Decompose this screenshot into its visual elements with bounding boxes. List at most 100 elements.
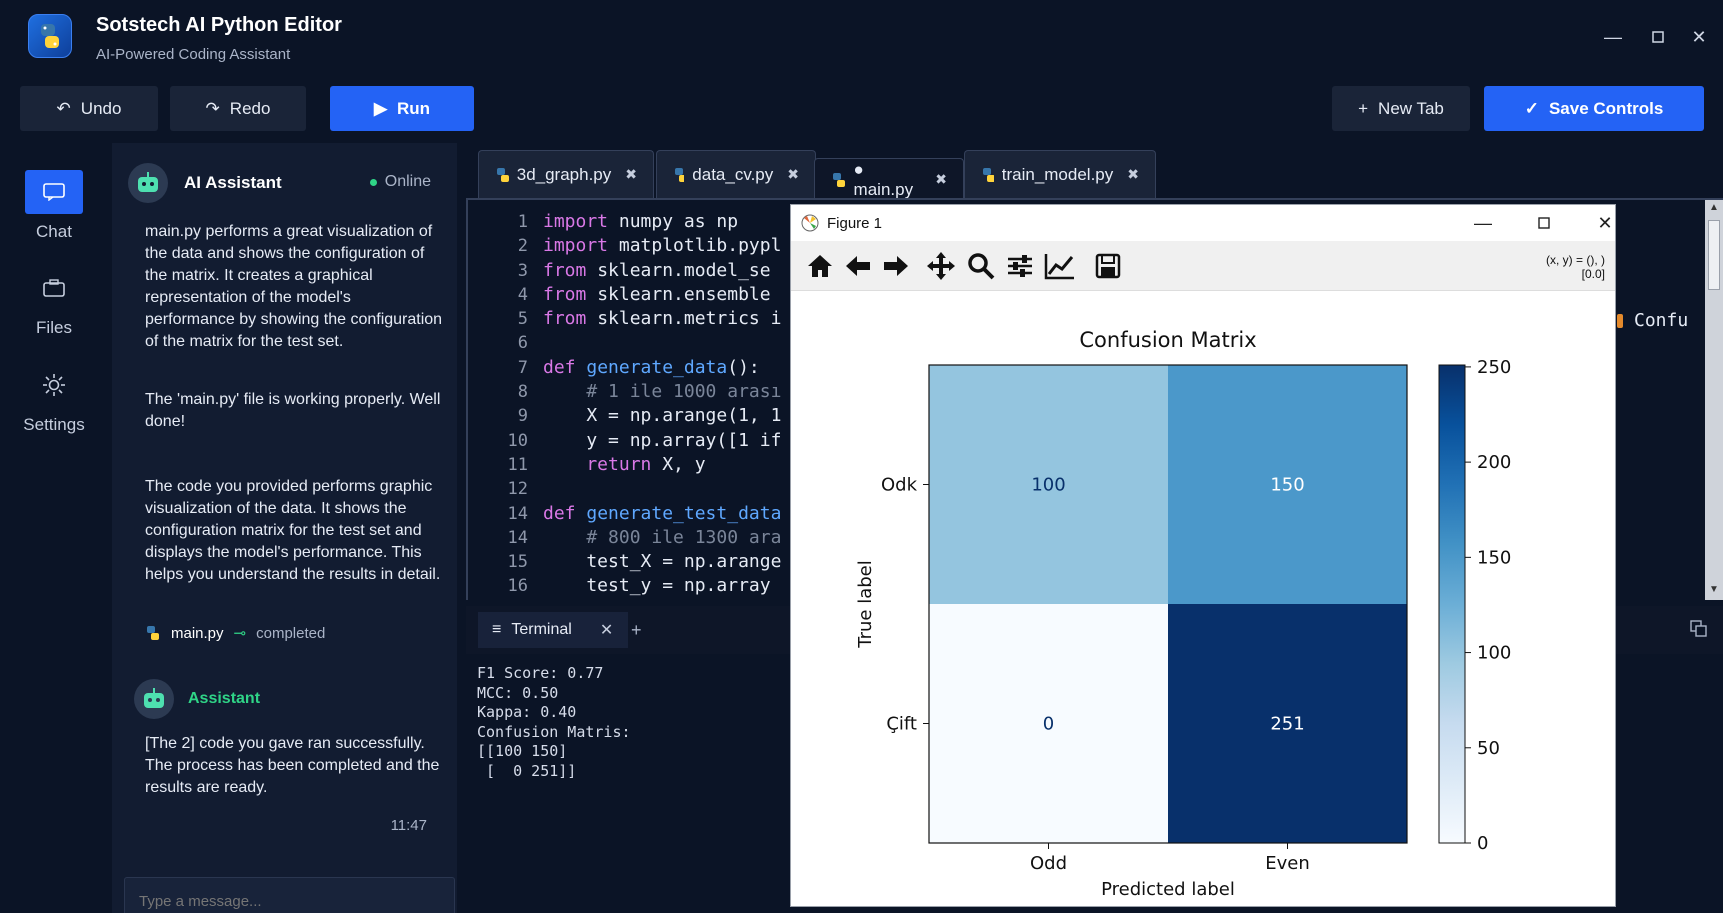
close-tab-icon[interactable]: ✖: [625, 166, 637, 182]
edit-axes-icon[interactable]: [1043, 249, 1077, 283]
cell-value-label: 100: [1031, 475, 1065, 496]
close-terminal-icon[interactable]: ✕: [599, 622, 614, 639]
robot-icon: [134, 679, 174, 719]
code-token: sklearn.ensemble: [586, 283, 771, 305]
briefcase-icon: [25, 266, 83, 310]
code-line: test_X = np.arange: [543, 550, 781, 574]
close-icon[interactable]: ✕: [1597, 212, 1613, 233]
heatmap-cell: [929, 604, 1168, 843]
minimize-icon[interactable]: —: [1604, 26, 1622, 47]
file-status-row[interactable]: main.py ⊸ completed: [145, 624, 325, 642]
save-controls-button[interactable]: ✓ Save Controls: [1484, 86, 1704, 131]
y-axis-label: True label: [855, 560, 876, 649]
home-icon[interactable]: [803, 249, 837, 283]
y-tick-label: Odk: [881, 475, 918, 496]
scroll-thumb[interactable]: [1708, 220, 1720, 290]
code-token: X, y: [651, 453, 706, 475]
forward-arrow-icon[interactable]: [879, 249, 913, 283]
message-text: main.py performs a great visualization o…: [145, 223, 443, 350]
robot-icon: [128, 163, 168, 203]
new-tab-button[interactable]: + New Tab: [1332, 86, 1470, 131]
redo-button[interactable]: ↷ Redo: [170, 86, 306, 131]
rail-item-settings[interactable]: Settings: [0, 363, 108, 443]
code-line: import matplotlib.pypl: [543, 234, 781, 258]
add-terminal-icon[interactable]: +: [631, 620, 642, 640]
scroll-up-icon[interactable]: ▲: [1709, 202, 1719, 213]
scroll-down-icon[interactable]: ▼: [1709, 584, 1719, 595]
message-input[interactable]: [124, 877, 455, 913]
plot-frame: [928, 364, 1408, 844]
code-token: def: [543, 356, 576, 378]
colorbar-tick-label: 250: [1477, 357, 1511, 378]
code-token: generate_test_data: [575, 502, 782, 524]
close-tab-icon[interactable]: ✖: [1127, 166, 1139, 182]
y-tick-label: Çift: [886, 714, 917, 735]
configure-subplots-icon[interactable]: [1003, 249, 1037, 283]
code-overflow-text: Confu: [1634, 310, 1689, 331]
zoom-icon[interactable]: [964, 249, 998, 283]
run-button[interactable]: ▶ Run: [330, 86, 474, 131]
close-icon[interactable]: ✕: [1691, 26, 1707, 47]
online-dot-icon: [369, 178, 377, 186]
python-file-icon: [497, 167, 509, 182]
chart-title: Confusion Matrix: [1079, 328, 1256, 352]
code-token: numpy as np: [608, 211, 739, 232]
arrow-right-icon: ⊸: [233, 625, 247, 642]
close-tab-icon[interactable]: ✖: [787, 166, 799, 182]
maximize-icon[interactable]: [1643, 22, 1673, 52]
save-figure-icon[interactable]: [1091, 249, 1125, 283]
figure-title: Figure 1: [827, 214, 883, 232]
colorbar-tick-label: 100: [1477, 643, 1511, 664]
status-badge: Online: [369, 173, 431, 191]
code-token: import: [543, 211, 609, 232]
tab-main[interactable]: ● main.py ✖: [814, 158, 964, 200]
rail-item-chat[interactable]: Chat: [0, 170, 108, 250]
minimize-icon[interactable]: —: [1474, 212, 1492, 233]
python-file-icon: [983, 167, 994, 182]
line-number: 1: [517, 212, 528, 232]
python-file-icon: [147, 626, 159, 640]
tab-train-model[interactable]: train_model.py ✖: [964, 150, 1156, 198]
restore-panel-icon[interactable]: [1690, 620, 1708, 638]
undo-icon: ↶: [56, 98, 71, 118]
code-line: from sklearn.metrics i: [543, 307, 781, 331]
code-line: from sklearn.model_se: [543, 259, 781, 283]
heatmap-cell: [929, 365, 1168, 604]
code-text[interactable]: import numpy as np import matplotlib.pypl…: [543, 210, 781, 599]
app-title: Sotstech AI Python Editor: [96, 14, 342, 36]
back-arrow-icon[interactable]: [841, 249, 875, 283]
x-tick-label: Even: [1265, 853, 1310, 874]
pan-icon[interactable]: [924, 249, 958, 283]
tab-3d-graph[interactable]: 3d_graph.py ✖: [478, 150, 654, 198]
tab-data-cv[interactable]: data_cv.py ✖: [656, 150, 816, 198]
code-token: return: [543, 453, 652, 475]
app-subtitle: AI-Powered Coding Assistant: [96, 46, 291, 63]
line-number: 6: [517, 333, 528, 354]
undo-button[interactable]: ↶ Undo: [20, 86, 158, 131]
line-number: 5: [517, 309, 528, 330]
heatmap-cell: [1168, 604, 1407, 843]
assistant-name: Assistant: [188, 690, 261, 707]
cell-value-label: 251: [1270, 714, 1304, 735]
code-token: y = np.array([1 if: [543, 429, 782, 451]
x-axis-label: Predicted label: [1101, 879, 1235, 900]
code-line: [543, 477, 781, 501]
code-token: matplotlib.pypl: [608, 235, 782, 257]
editor-scrollbar[interactable]: ▲ ▼: [1705, 200, 1723, 600]
line-number: 4: [517, 284, 528, 305]
confusion-matrix-plot[interactable]: Confusion Matrix 100 150 0 251 Odd Even Odk Çift…: [791, 291, 1615, 906]
redo-icon: ↷: [205, 98, 220, 118]
code-token: sklearn.model_se: [586, 259, 771, 281]
close-tab-icon[interactable]: ✖: [935, 171, 947, 187]
tab-terminal[interactable]: ≡ Terminal ✕: [478, 612, 628, 648]
code-line: y = np.array([1 if: [543, 429, 781, 453]
code-line: def generate_test_data: [543, 502, 781, 526]
assistant-title: AI Assistant: [184, 173, 282, 192]
figure-toolbar: (x, y) = (), ) [0.0]: [791, 241, 1615, 291]
colorbar: [1438, 364, 1466, 844]
message-timestamp: 11:47: [390, 817, 427, 834]
rail-item-files[interactable]: Files: [0, 266, 108, 346]
code-token: def: [543, 502, 576, 524]
maximize-icon[interactable]: [1524, 205, 1564, 241]
code-token: ():: [727, 356, 760, 378]
